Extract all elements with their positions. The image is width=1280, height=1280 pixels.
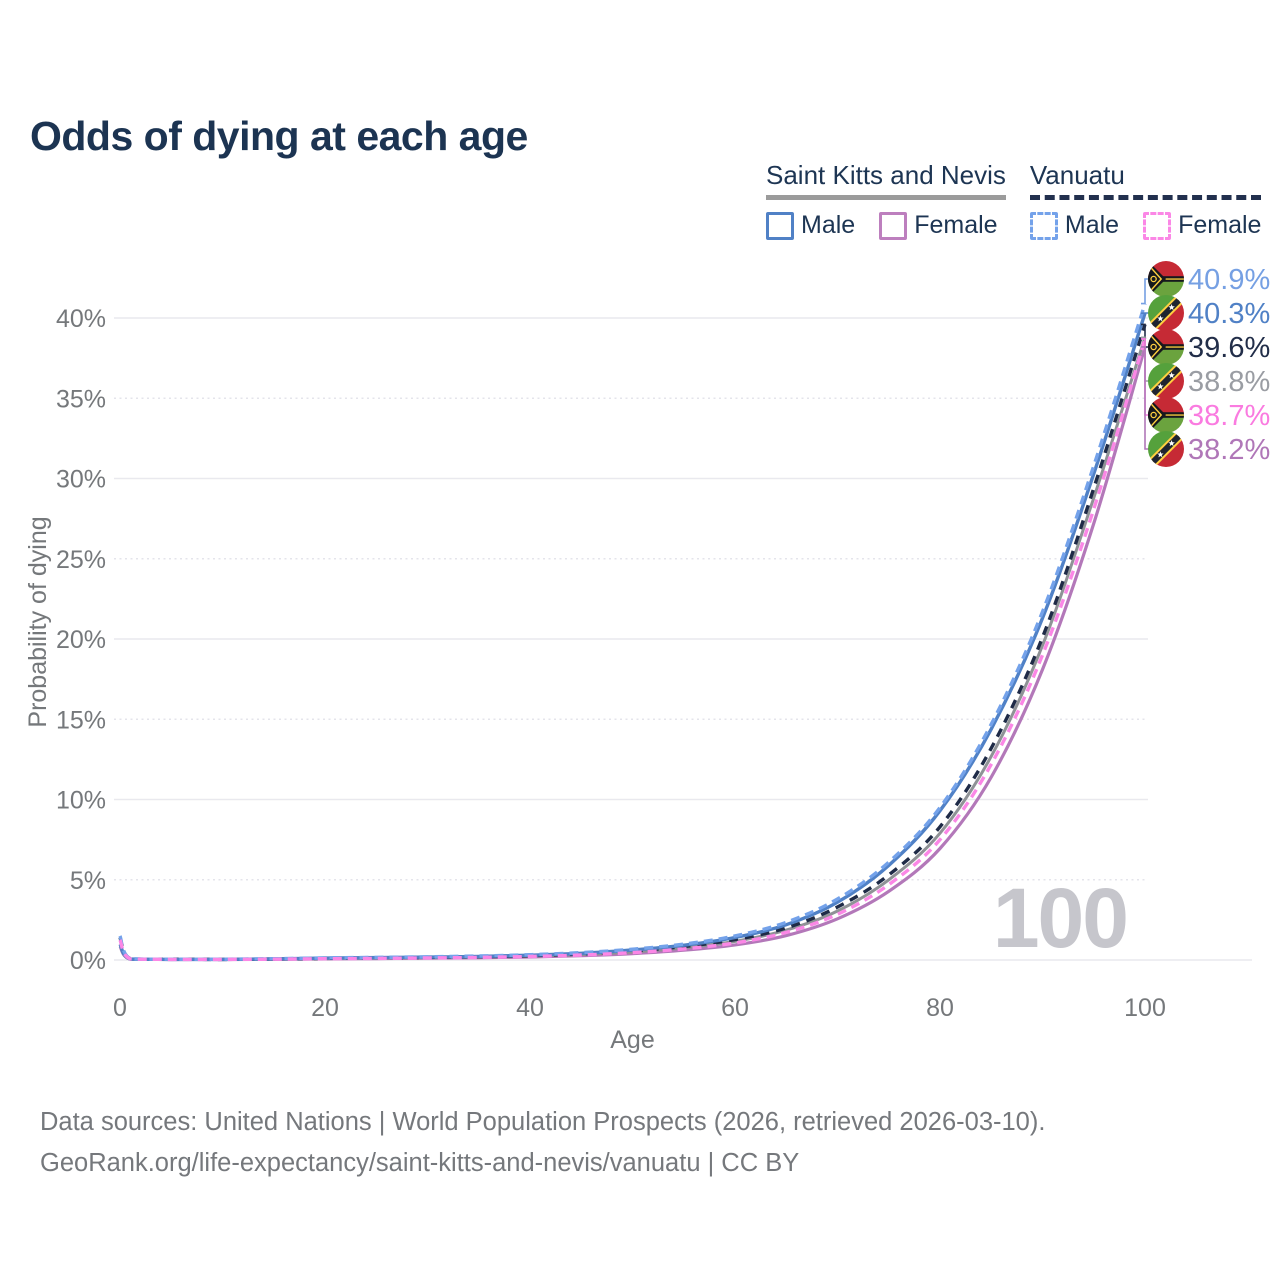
line-skn-male	[118, 312, 1147, 962]
y-tick-label: 35%	[56, 385, 106, 413]
line-vanuatu-female	[118, 338, 1147, 962]
end-label-value: 38.8%	[1188, 366, 1270, 398]
vanuatu-flag-icon	[1148, 397, 1184, 433]
y-tick-label: 40%	[56, 305, 106, 333]
y-tick-label: 25%	[56, 546, 106, 574]
legend-group-saint-kitts: Saint Kitts and Nevis Male Female	[766, 160, 1006, 240]
mortality-line-chart: 0% 5% 10% 15% 20% 25% 30% 35% 40% 0 20 40 60 80 100 Age…	[24, 0, 1270, 1054]
skn-male-swatch	[766, 211, 794, 240]
leader-vanuatu-combined	[1141, 323, 1149, 348]
end-label-value: 38.2%	[1188, 434, 1270, 466]
end-label-value: 40.9%	[1188, 264, 1270, 296]
vanuatu-flag-icon	[1148, 329, 1184, 365]
x-tick-label: 20	[311, 994, 339, 1022]
footer-attribution: GeoRank.org/life-expectancy/saint-kitts-…	[40, 1149, 800, 1177]
leader-vanuatu-male	[1141, 278, 1149, 305]
end-label-value: 40.3%	[1188, 298, 1270, 330]
x-tick-label: 60	[721, 994, 749, 1022]
vanuatu-female-swatch	[1143, 211, 1172, 240]
x-tick-label: 0	[113, 994, 127, 1022]
legend-item-label: Female	[1178, 211, 1262, 239]
vanuatu-male-swatch	[1029, 211, 1058, 240]
legend-item-vanuatu-male[interactable]: Male	[1029, 211, 1120, 240]
y-axis-title: Probability of dying	[24, 516, 52, 727]
legend-item-skn-male[interactable]: Male	[766, 211, 855, 240]
line-vanuatu-combined	[118, 323, 1147, 962]
gridlines	[114, 317, 1252, 961]
line-skn-combined	[118, 336, 1147, 962]
page-title: Odds of dying at each age	[30, 113, 528, 160]
end-label-value: 39.6%	[1188, 332, 1270, 364]
legend-item-label: Male	[801, 211, 856, 239]
saint-kitts-and-nevis-flag-icon	[1146, 429, 1186, 469]
legend-item-vanuatu-female[interactable]: Female	[1143, 211, 1261, 240]
y-tick-label: 20%	[56, 626, 106, 654]
saint-kitts-and-nevis-flag-icon	[1146, 361, 1186, 401]
footer-data-sources: Data sources: United Nations | World Pop…	[40, 1108, 1046, 1136]
legend-item-label: Female	[914, 211, 998, 239]
legend-header-vanuatu[interactable]: Vanuatu	[1029, 160, 1262, 200]
axes: 0% 5% 10% 15% 20% 25% 30% 35% 40% 0 20 40 60 80 100 Age…	[24, 305, 1166, 1054]
legend-item-skn-female[interactable]: Female	[879, 211, 998, 240]
leader-skn-female	[1141, 346, 1149, 450]
legend-item-label: Male	[1064, 211, 1120, 239]
age-watermark-value: 100	[993, 871, 1127, 965]
line-skn-female	[118, 346, 1147, 962]
legend: Saint Kitts and Nevis Male Female Vanuat…	[766, 160, 1262, 240]
line-vanuatu-male	[118, 303, 1147, 961]
y-tick-label: 5%	[70, 867, 106, 895]
footer: Data sources: United Nations | World Pop…	[40, 1102, 1240, 1184]
y-tick-label: 15%	[56, 706, 106, 734]
end-label-value: 38.7%	[1188, 400, 1270, 432]
series-lines	[118, 303, 1147, 962]
end-labels: 40.9%40.3%39.6%38.8%38.7%38.2%	[1141, 261, 1270, 469]
skn-female-swatch	[879, 211, 908, 240]
x-tick-label: 100	[1124, 994, 1166, 1022]
vanuatu-flag-icon	[1148, 261, 1184, 297]
x-tick-label: 80	[926, 994, 954, 1022]
y-tick-label: 30%	[56, 466, 106, 494]
y-tick-label: 10%	[56, 787, 106, 815]
y-tick-label: 0%	[70, 947, 106, 975]
x-axis-title: Age	[610, 1026, 654, 1054]
saint-kitts-and-nevis-flag-icon	[1146, 293, 1186, 333]
legend-group-vanuatu: Vanuatu Male Female	[1029, 160, 1262, 240]
x-tick-label: 40	[516, 994, 544, 1022]
legend-header-saint-kitts-and-nevis[interactable]: Saint Kitts and Nevis	[766, 160, 1006, 200]
age-watermark: 100	[993, 871, 1129, 965]
